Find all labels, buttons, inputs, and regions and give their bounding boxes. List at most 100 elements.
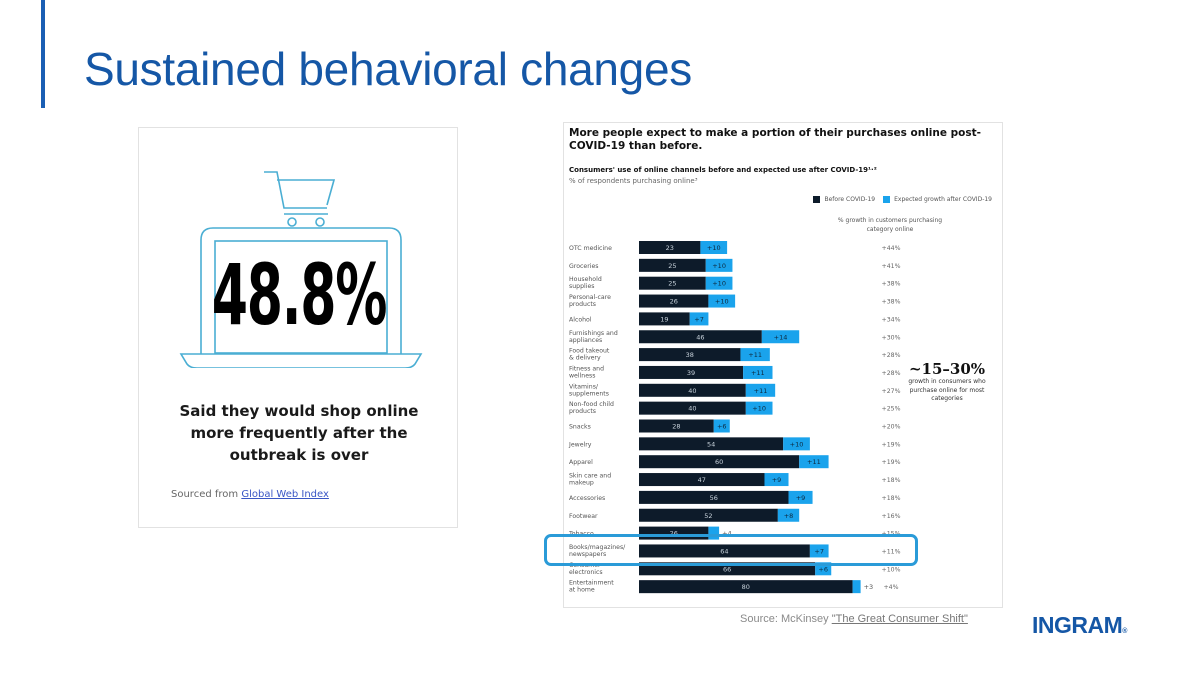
- category-label: Apparel: [569, 459, 593, 466]
- value-label-growth: +8: [784, 512, 794, 520]
- growth-percent-label: +41%: [882, 263, 901, 270]
- growth-percent-label: +19%: [882, 441, 901, 448]
- category-label: Personal-care products: [569, 294, 611, 308]
- stat-card: 48.8% Said they would shop online more f…: [138, 127, 458, 528]
- highlight-books-row: [544, 534, 918, 566]
- category-label: Footwear: [569, 513, 598, 520]
- value-label-growth: +6: [717, 423, 727, 431]
- bar-growth: [705, 276, 733, 290]
- bar-growth: [777, 508, 800, 522]
- bar-growth: [689, 312, 709, 326]
- global-web-index-link[interactable]: Global Web Index: [241, 489, 329, 500]
- source-link[interactable]: "The Great Consumer Shift": [831, 613, 968, 625]
- value-label-before: 39: [687, 369, 695, 377]
- bar-before: [639, 348, 741, 362]
- category-label: Groceries: [569, 263, 599, 270]
- value-label-growth: +7: [694, 315, 704, 323]
- chart-subtitle: % of respondents purchasing online³: [569, 177, 698, 185]
- bar-before: [639, 294, 709, 308]
- growth-percent-label: +10%: [882, 566, 901, 573]
- callout-big-value: ~15–30%: [908, 360, 986, 378]
- bar-before: [639, 330, 762, 344]
- value-label-growth: +9: [772, 476, 782, 484]
- growth-percent-label: +30%: [882, 334, 901, 341]
- value-label-before: 26: [670, 530, 678, 538]
- bar-growth: [799, 455, 829, 469]
- value-label-growth: +10: [712, 262, 726, 270]
- value-label-before: 52: [704, 512, 712, 520]
- value-label-before: 56: [710, 494, 718, 502]
- value-label-growth: +11: [748, 351, 762, 359]
- value-label-growth: +4: [722, 530, 732, 538]
- category-label: Skin care and makeup: [569, 473, 611, 487]
- bar-before: [639, 383, 746, 397]
- bar-growth: [708, 294, 736, 308]
- big-stat: 48.8%: [211, 246, 388, 344]
- value-label-growth: +6: [818, 565, 828, 573]
- category-label: Household supplies: [569, 276, 602, 290]
- category-label: Snacks: [569, 424, 591, 431]
- bar-before: [639, 490, 789, 504]
- growth-callout: ~15–30% growth in consumers who purchase…: [907, 360, 987, 404]
- category-label: Non-food child products: [569, 401, 614, 415]
- sourced-note: Sourced from Global Web Index: [171, 489, 329, 500]
- growth-percent-label: +20%: [882, 424, 901, 431]
- growth-percent-label: +16%: [882, 513, 901, 520]
- chart-title: Consumers' use of online channels before…: [569, 166, 877, 174]
- bar-before: [639, 312, 690, 326]
- brand-mark: ®: [1122, 628, 1127, 635]
- value-label-growth: +11: [754, 387, 768, 395]
- bar-before: [639, 365, 744, 379]
- bar-growth: [713, 419, 730, 433]
- bar-before: [639, 544, 810, 558]
- value-label-growth: +10: [790, 440, 804, 448]
- bar-before: [639, 241, 701, 254]
- callout-text: growth in consumers who purchase online …: [908, 378, 986, 402]
- category-label: Books/magazines/newspapers: [569, 544, 626, 558]
- value-label-before: 28: [672, 423, 680, 431]
- growth-percent-label: +18%: [882, 477, 901, 484]
- growth-percent-label: +38%: [882, 299, 901, 306]
- sourced-prefix: Sourced from: [171, 489, 242, 500]
- bar-growth: [852, 580, 861, 594]
- stat-caption: Said they would shop online more frequen…: [179, 402, 419, 464]
- category-label: Vitamins/supplements: [569, 383, 609, 397]
- growth-percent-label: +11%: [882, 548, 901, 555]
- title-accent-bar: [41, 0, 45, 108]
- value-label-growth: +11: [807, 458, 821, 466]
- bar-growth: [700, 241, 728, 254]
- value-label-before: 64: [720, 547, 728, 555]
- laptop-shopping-cart-icon: [179, 171, 423, 368]
- growth-percent-label: +19%: [882, 459, 901, 466]
- value-label-before: 38: [686, 351, 694, 359]
- bar-growth: [743, 365, 773, 379]
- ingram-logo: INGRAM®: [1032, 612, 1127, 639]
- value-label-growth: +9: [796, 494, 806, 502]
- bar-before: [639, 437, 784, 451]
- value-label-before: 40: [688, 387, 696, 395]
- value-label-before: 54: [707, 440, 715, 448]
- value-label-growth: +3: [864, 583, 874, 591]
- growth-percent-label: +18%: [882, 495, 901, 502]
- growth-column-header: % growth in customers purchasing categor…: [837, 217, 943, 233]
- bar-growth: [745, 383, 776, 397]
- legend-label-before: Before COVID-19: [824, 196, 876, 203]
- legend-swatch-growth: [883, 196, 891, 203]
- growth-percent-label: +4%: [883, 584, 898, 591]
- bar-chart: OTC medicine 23 +10 +44% Groceries 25 +10 +41% H…: [568, 241, 901, 594]
- value-label-before: 80: [742, 583, 750, 591]
- bar-before: [639, 258, 706, 272]
- value-label-before: 23: [666, 244, 674, 252]
- growth-percent-label: +28%: [882, 352, 901, 359]
- bar-before: [639, 401, 746, 415]
- bar-growth: [705, 258, 733, 272]
- bar-growth: [740, 348, 770, 362]
- bar-growth: [708, 526, 720, 540]
- bar-before: [639, 508, 778, 522]
- value-label-growth: +7: [814, 547, 824, 555]
- growth-percent-label: +28%: [882, 370, 901, 377]
- value-label-before: 40: [688, 405, 696, 413]
- value-label-before: 26: [670, 298, 678, 306]
- bar-before: [639, 419, 714, 433]
- bar-before: [639, 276, 706, 290]
